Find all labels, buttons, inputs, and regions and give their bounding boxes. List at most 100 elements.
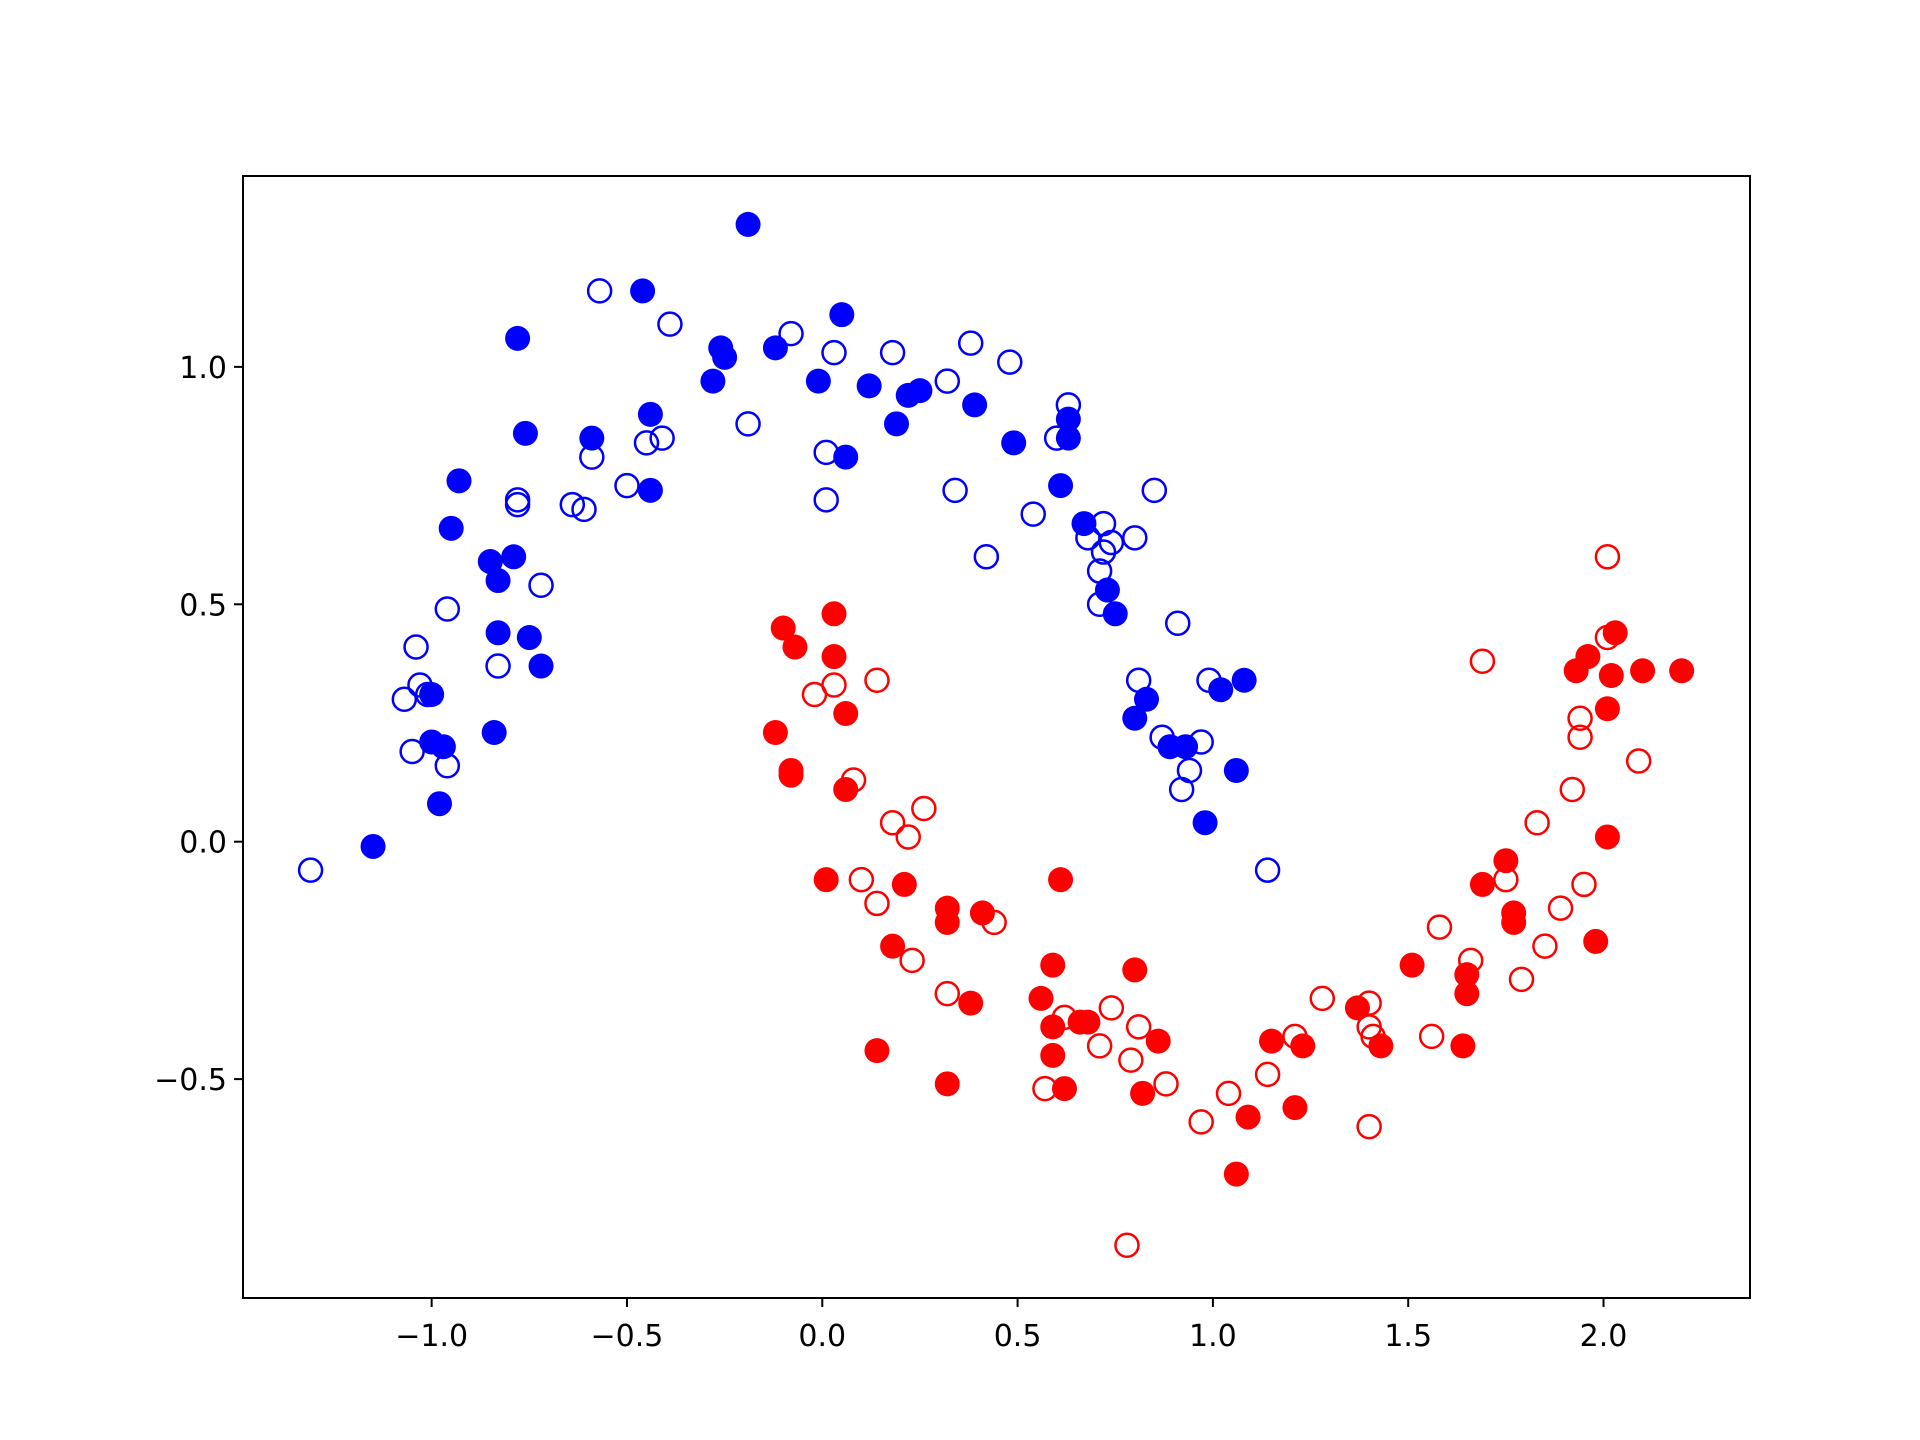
point [813, 439, 839, 466]
point [1598, 663, 1624, 689]
point [614, 472, 640, 499]
x-tick-label: −0.5 [591, 1319, 664, 1354]
x-tick-label: 0.0 [798, 1319, 846, 1354]
point [1086, 558, 1113, 584]
point [1602, 620, 1628, 646]
point [477, 549, 503, 575]
point [1020, 501, 1046, 527]
point [840, 767, 867, 793]
point [1125, 1014, 1152, 1040]
point [1254, 1061, 1281, 1088]
x-tick-label: 1.0 [1189, 1319, 1237, 1354]
point [958, 990, 984, 1016]
point [559, 491, 586, 518]
point [805, 368, 831, 394]
point [1594, 824, 1620, 850]
point [1145, 1028, 1171, 1054]
point [1469, 871, 1495, 897]
point [630, 278, 656, 304]
point [1567, 705, 1593, 731]
point [934, 368, 961, 394]
point [516, 625, 542, 651]
point [430, 734, 456, 760]
point [1086, 591, 1113, 618]
point [1153, 1071, 1179, 1097]
point [399, 738, 425, 765]
point [864, 667, 890, 694]
point [1208, 677, 1234, 703]
axes-frame [242, 175, 1751, 1299]
point [1048, 473, 1074, 499]
point [434, 752, 461, 779]
point [633, 430, 660, 456]
point [821, 601, 847, 627]
point [579, 425, 605, 451]
point [1469, 648, 1496, 675]
point [446, 468, 472, 494]
point [813, 867, 839, 893]
x-tick-label: 0.5 [994, 1319, 1042, 1354]
point [485, 568, 511, 594]
point [1192, 810, 1218, 836]
point [1282, 1023, 1308, 1050]
point [735, 411, 761, 437]
point [485, 620, 511, 646]
point [1426, 914, 1453, 940]
point [1133, 686, 1159, 712]
point [1215, 1080, 1242, 1107]
point [1223, 757, 1249, 783]
point [297, 857, 324, 883]
point [778, 320, 804, 347]
point [848, 866, 875, 893]
point [1040, 1042, 1066, 1068]
point [1360, 1023, 1386, 1050]
point [1625, 748, 1652, 774]
point [505, 325, 531, 351]
point [1051, 1004, 1078, 1031]
point [1418, 1023, 1445, 1050]
point [504, 487, 531, 513]
point [934, 909, 960, 935]
point [1040, 952, 1066, 978]
point [884, 411, 910, 437]
point [864, 890, 890, 917]
point [1028, 985, 1054, 1011]
point [1493, 866, 1519, 893]
point [1055, 392, 1082, 418]
point [1450, 1033, 1476, 1059]
point [879, 809, 906, 836]
point [821, 339, 847, 366]
point [360, 833, 386, 859]
point [1630, 658, 1656, 684]
point [762, 335, 788, 361]
point [1043, 425, 1070, 451]
y-tick-label: 0.5 [179, 588, 227, 623]
x-tick-label: 1.5 [1384, 1319, 1432, 1354]
point [586, 278, 613, 304]
point [1130, 1080, 1156, 1106]
x-tick-label: −1.0 [395, 1319, 468, 1354]
point [1547, 895, 1574, 921]
point [1173, 734, 1199, 760]
y-tick-label: 1.0 [179, 351, 227, 386]
point [1090, 539, 1117, 565]
point [911, 795, 937, 822]
point [485, 653, 511, 679]
point [637, 477, 663, 503]
point [1559, 776, 1586, 803]
point [504, 491, 531, 518]
point [512, 420, 538, 446]
point [1258, 1028, 1284, 1054]
point [1309, 985, 1336, 1012]
point [1122, 705, 1148, 731]
point [833, 700, 859, 726]
point [1075, 525, 1101, 551]
point [1141, 477, 1168, 504]
point [528, 572, 554, 599]
point [1098, 529, 1125, 556]
point [735, 211, 761, 237]
point [1575, 644, 1601, 670]
point [434, 596, 461, 622]
point [1231, 667, 1257, 693]
